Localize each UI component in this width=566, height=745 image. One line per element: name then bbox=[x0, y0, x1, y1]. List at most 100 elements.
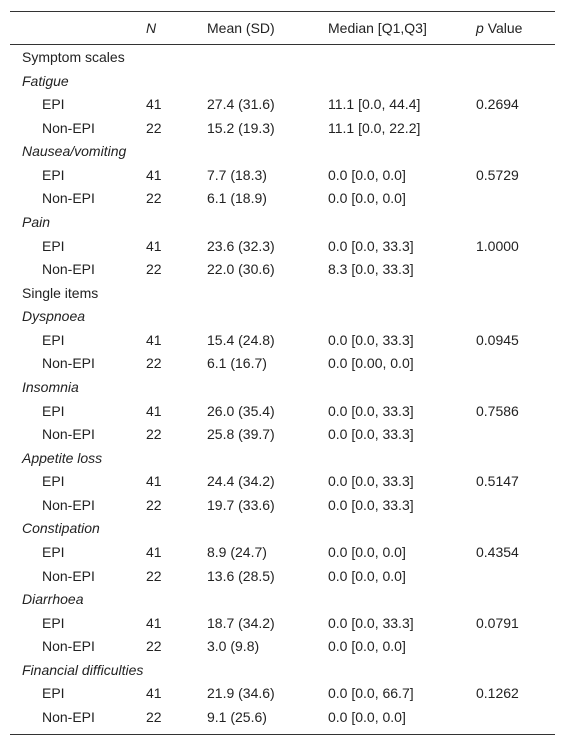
header-cell: p Value bbox=[476, 19, 522, 37]
table: N Mean (SD) Median [Q1,Q3] p Value Sympt… bbox=[10, 11, 555, 735]
table-cell: 22 bbox=[146, 567, 162, 584]
table-cell: Appetite loss bbox=[22, 449, 103, 466]
table-cell: 11.1 [0.0, 22.2] bbox=[328, 119, 421, 136]
table-cell: EPI bbox=[42, 96, 65, 113]
table-cell: 0.0 [0.0, 0.0] bbox=[328, 567, 406, 584]
table-cell: 0.0 [0.0, 33.3] bbox=[328, 473, 414, 490]
table-cell: 22.0 (30.6) bbox=[207, 261, 275, 278]
table-cell: Non-EPI bbox=[42, 190, 95, 207]
table-cell: 41 bbox=[146, 402, 162, 419]
header-cell: N bbox=[146, 20, 157, 36]
table-cell: 0.7586 bbox=[476, 402, 519, 419]
table-cell: 22 bbox=[146, 426, 162, 443]
table-cell: 1.0000 bbox=[476, 237, 519, 254]
table-cell: 21.9 (34.6) bbox=[207, 685, 275, 702]
table-cell: 19.7 (33.6) bbox=[207, 496, 275, 513]
table-cell: 0.0 [0.0, 0.0] bbox=[328, 543, 406, 560]
table-cell: 0.0 [0.0, 33.3] bbox=[328, 496, 414, 513]
table-cell: 22 bbox=[146, 355, 162, 372]
table-cell: 41 bbox=[146, 473, 162, 490]
table-cell: EPI bbox=[42, 166, 65, 183]
table-cell: 41 bbox=[146, 96, 162, 113]
table-cell: 22 bbox=[146, 496, 162, 513]
table-cell: 0.5729 bbox=[476, 166, 519, 183]
table-cell: 0.0 [0.0, 0.0] bbox=[328, 166, 406, 183]
table-cell: 0.5147 bbox=[476, 473, 519, 490]
table-cell: Constipation bbox=[22, 520, 100, 537]
table-cell: 6.1 (16.7) bbox=[207, 355, 267, 372]
table-cell: 0.4354 bbox=[476, 543, 519, 560]
table-cell: 0.0945 bbox=[476, 331, 519, 348]
table-cell: 22 bbox=[146, 261, 162, 278]
table-cell: Non-EPI bbox=[42, 708, 95, 725]
header-cell: Mean (SD) bbox=[207, 20, 275, 36]
table-cell: Financial difficulties bbox=[22, 661, 144, 678]
header-cell: Median [Q1,Q3] bbox=[328, 20, 427, 36]
table-cell: 0.0 [0.0, 33.3] bbox=[328, 426, 414, 443]
table-cell: Dyspnoea bbox=[22, 308, 86, 325]
table-cell: EPI bbox=[42, 685, 65, 702]
table-cell: 0.0 [0.0, 33.3] bbox=[328, 614, 414, 631]
table-cell: Symptom scales bbox=[22, 49, 125, 65]
table-cell: 41 bbox=[146, 237, 162, 254]
table-cell: 41 bbox=[146, 166, 162, 183]
table-cell: Non-EPI bbox=[42, 567, 95, 584]
table-cell: 22 bbox=[146, 119, 162, 136]
table-cell: 0.0 [0.0, 0.0] bbox=[328, 708, 406, 725]
table-cell: 8.3 [0.0, 33.3] bbox=[328, 261, 414, 278]
table-cell: 0.0791 bbox=[476, 614, 519, 631]
table-cell: EPI bbox=[42, 237, 65, 254]
table-cell: EPI bbox=[42, 473, 65, 490]
table-cell: 0.0 [0.0, 0.0] bbox=[328, 190, 406, 207]
header-text: p bbox=[476, 20, 484, 36]
table-cell: Nausea/vomiting bbox=[22, 143, 127, 160]
table-cell: 3.0 (9.8) bbox=[207, 638, 260, 655]
table-cell: 41 bbox=[146, 331, 162, 348]
table-cell: 24.4 (34.2) bbox=[207, 473, 275, 490]
table-cell: 22 bbox=[146, 638, 162, 655]
table-cell: EPI bbox=[42, 331, 65, 348]
table-cell: 22 bbox=[146, 708, 162, 725]
table-cell: 0.0 [0.00, 0.0] bbox=[328, 355, 414, 372]
table-cell: 9.1 (25.6) bbox=[207, 708, 267, 725]
table-cell: 0.1262 bbox=[476, 685, 519, 702]
table-cell: Non-EPI bbox=[42, 355, 95, 372]
table-header: N Mean (SD) Median [Q1,Q3] p Value bbox=[10, 12, 555, 45]
table-cell: 0.0 [0.0, 33.3] bbox=[328, 402, 414, 419]
table-cell: 0.0 [0.0, 0.0] bbox=[328, 638, 406, 655]
table-cell: 0.0 [0.0, 33.3] bbox=[328, 331, 414, 348]
table-cell: 8.9 (24.7) bbox=[207, 543, 267, 560]
table-cell: 22 bbox=[146, 190, 162, 207]
table-cell: 0.0 [0.0, 66.7] bbox=[328, 685, 414, 702]
table-cell: 41 bbox=[146, 543, 162, 560]
table-cell: 0.2694 bbox=[476, 96, 519, 113]
table-cell: Non-EPI bbox=[42, 426, 95, 443]
table-cell: EPI bbox=[42, 402, 65, 419]
table-cell: Non-EPI bbox=[42, 638, 95, 655]
table-cell: 6.1 (18.9) bbox=[207, 190, 267, 207]
table-cell: Single items bbox=[22, 284, 99, 301]
table-cell: Non-EPI bbox=[42, 261, 95, 278]
table-cell: 15.4 (24.8) bbox=[207, 331, 275, 348]
table-cell: 27.4 (31.6) bbox=[207, 96, 275, 113]
table-cell: Non-EPI bbox=[42, 496, 95, 513]
table-cell: Insomnia bbox=[22, 378, 79, 395]
table-cell: 11.1 [0.0, 44.4] bbox=[328, 96, 421, 113]
table-cell: 13.6 (28.5) bbox=[207, 567, 275, 584]
table-cell: 25.8 (39.7) bbox=[207, 426, 275, 443]
table-cell: EPI bbox=[42, 614, 65, 631]
table-cell: 15.2 (19.3) bbox=[207, 119, 275, 136]
table-cell: 41 bbox=[146, 614, 162, 631]
table-cell: 7.7 (18.3) bbox=[207, 166, 267, 183]
table-cell: Diarrhoea bbox=[22, 591, 84, 608]
table-cell: 0.0 [0.0, 33.3] bbox=[328, 237, 414, 254]
table-cell: Pain bbox=[22, 213, 51, 230]
table-cell: 26.0 (35.4) bbox=[207, 402, 275, 419]
table-cell: 23.6 (32.3) bbox=[207, 237, 275, 254]
table-cell: Non-EPI bbox=[42, 119, 95, 136]
table-cell: 18.7 (34.2) bbox=[207, 614, 275, 631]
table-cell: 41 bbox=[146, 685, 162, 702]
header-text: Value bbox=[487, 20, 523, 36]
table-cell: EPI bbox=[42, 543, 65, 560]
